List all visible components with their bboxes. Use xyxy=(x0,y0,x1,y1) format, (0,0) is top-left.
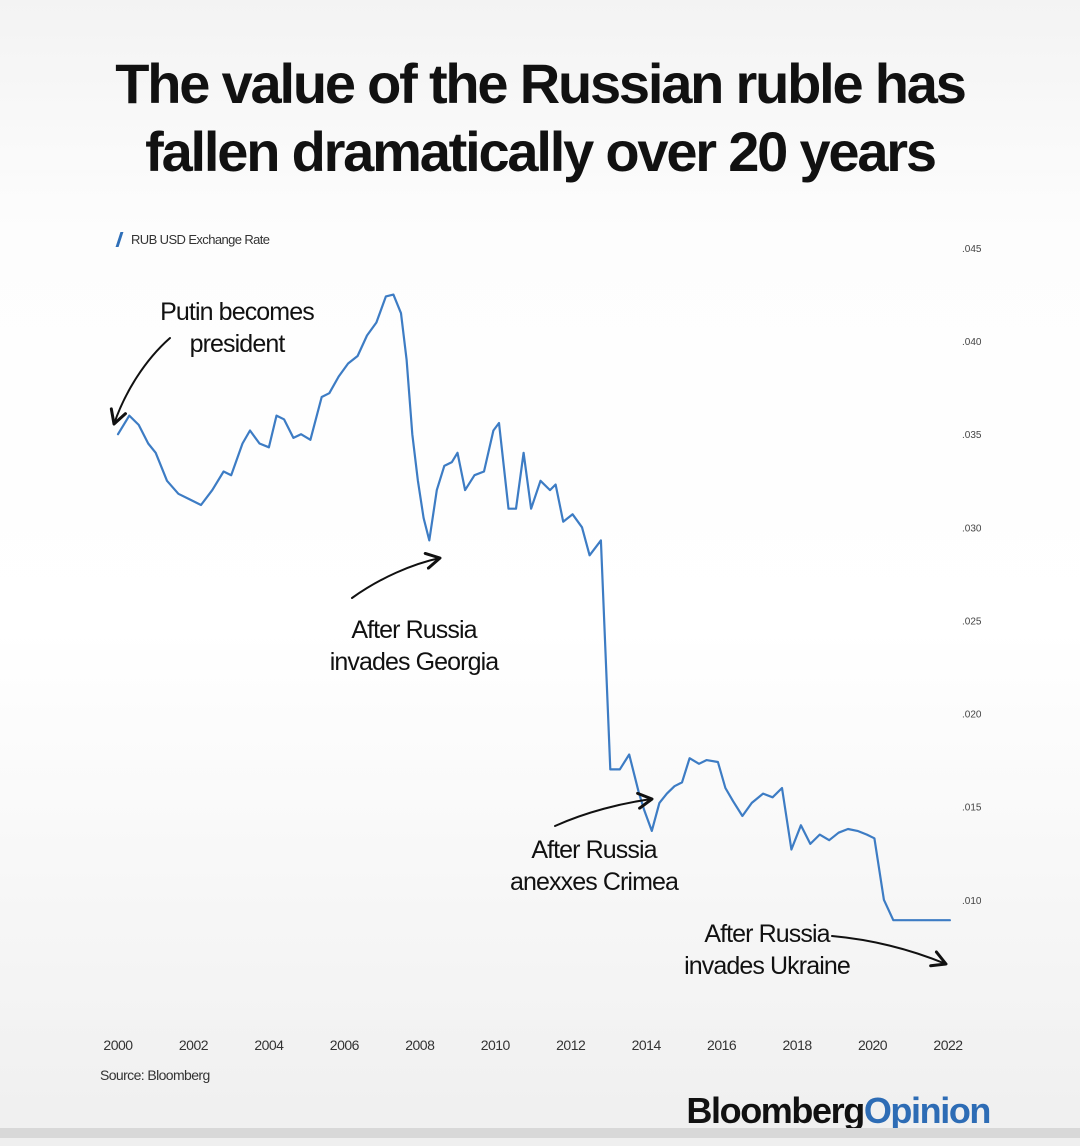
y-tick-label: .040 xyxy=(962,337,982,348)
y-tick-label: .030 xyxy=(962,523,982,534)
brand-primary: Bloomberg xyxy=(686,1090,865,1131)
bloomberg-opinion-logo: BloombergOpinion xyxy=(686,1090,992,1132)
chart-title: The value of the Russian ruble has falle… xyxy=(115,52,967,183)
legend-label: RUB USD Exchange Rate xyxy=(131,232,270,247)
annotation-label: After Russia invades Georgia xyxy=(330,616,500,676)
annotation-label: Putin becomes president xyxy=(160,298,314,358)
bottom-bar xyxy=(0,1128,1080,1138)
x-tick-label: 2016 xyxy=(707,1037,737,1053)
series-line xyxy=(116,293,952,922)
series-layer xyxy=(116,293,952,922)
annotations: Putin becomes president After Russia invade… xyxy=(109,298,948,980)
y-tick-label: .035 xyxy=(962,430,982,441)
x-tick-label: 2022 xyxy=(933,1037,963,1053)
x-axis: 2000 2002 2004 2006 2008 2010 2012 2014 2016 2018… xyxy=(103,1037,963,1053)
annotation-arrow xyxy=(831,935,948,968)
x-tick-label: 2020 xyxy=(858,1037,888,1053)
x-tick-label: 2012 xyxy=(556,1037,586,1053)
y-axis: .045 .040 .035 .030 .025 .020 .015 .010 xyxy=(962,244,982,907)
x-tick-label: 2006 xyxy=(330,1037,360,1053)
y-tick-label: .015 xyxy=(962,803,982,814)
annotation-label: After Russia anexxes Crimea xyxy=(510,836,679,896)
brand-accent: Opinion xyxy=(863,1090,992,1131)
x-tick-label: 2008 xyxy=(405,1037,435,1053)
annotation-arrow xyxy=(351,551,442,599)
annotation-arrow xyxy=(109,337,171,426)
x-tick-label: 2018 xyxy=(783,1037,813,1053)
annotation-label: After Russia invades Ukraine xyxy=(684,920,850,980)
x-tick-label: 2010 xyxy=(481,1037,511,1053)
x-tick-label: 2014 xyxy=(632,1037,662,1053)
y-tick-label: .010 xyxy=(962,896,982,907)
y-tick-label: .045 xyxy=(962,244,982,255)
x-tick-label: 2004 xyxy=(254,1037,284,1053)
legend: RUB USD Exchange Rate xyxy=(115,232,270,247)
source-note: Source: Bloomberg xyxy=(100,1067,210,1083)
x-tick-label: 2002 xyxy=(179,1037,209,1053)
y-tick-label: .025 xyxy=(962,616,982,627)
x-tick-label: 2000 xyxy=(103,1037,133,1053)
y-tick-label: .020 xyxy=(962,710,982,721)
annotation-arrow xyxy=(554,791,654,827)
